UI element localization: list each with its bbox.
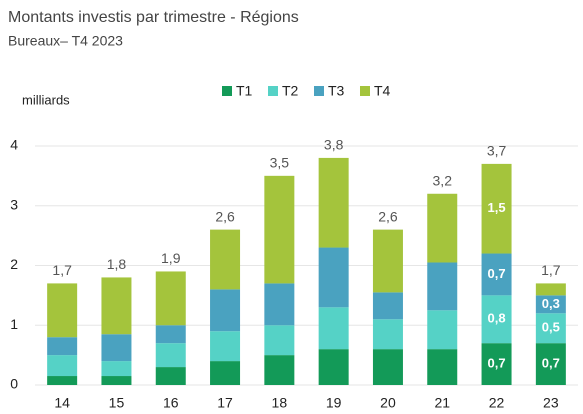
bar-segment	[481, 163, 512, 254]
total-label: 1,8	[107, 256, 127, 272]
y-tick-label: 0	[10, 376, 18, 392]
total-label: 3,8	[324, 137, 344, 153]
total-label: 3,7	[487, 143, 507, 159]
x-tick-label: 16	[163, 395, 179, 411]
bar-segment	[372, 229, 403, 293]
bar-segment	[264, 283, 295, 326]
bar-segment	[535, 313, 566, 344]
bar-segment	[101, 376, 132, 385]
x-tick-label: 14	[54, 395, 70, 411]
total-label: 3,2	[433, 172, 453, 188]
bar-segment	[264, 175, 295, 284]
bar-segment	[264, 325, 295, 356]
bar-segment	[264, 355, 295, 385]
x-tick-label: 19	[326, 395, 342, 411]
bar-segment	[210, 289, 241, 332]
bar-segment	[372, 292, 403, 320]
x-tick-label: 20	[380, 395, 396, 411]
bar-segment	[535, 295, 566, 314]
bar-segment	[101, 277, 132, 335]
bar-segment	[210, 229, 241, 290]
bar-segment	[318, 307, 349, 350]
bar-segment	[372, 349, 403, 385]
bar-segment	[427, 349, 458, 385]
bar-segment	[47, 283, 78, 338]
y-tick-label: 1	[10, 316, 18, 332]
bar-segment	[155, 325, 186, 344]
x-tick-label: 17	[217, 395, 233, 411]
x-tick-label: 15	[109, 395, 125, 411]
x-tick-label: 22	[489, 395, 505, 411]
legend-swatch	[222, 86, 232, 96]
x-tick-label: 23	[543, 395, 559, 411]
bar-segment	[47, 376, 78, 385]
total-label: 1,7	[541, 262, 561, 278]
y-tick-label: 3	[10, 196, 18, 212]
bar-segment	[101, 361, 132, 377]
y-tick-label: 2	[10, 256, 18, 272]
bar-segment	[481, 295, 512, 344]
bar-segment	[318, 247, 349, 308]
total-label: 3,5	[270, 155, 290, 171]
chart-subtitle: Bureaux– T4 2023	[8, 33, 123, 49]
bar-segment	[210, 331, 241, 362]
bar-segment	[155, 271, 186, 326]
bar-segment	[101, 334, 132, 362]
segment-label: 0,5	[542, 320, 560, 335]
bar-segment	[481, 253, 512, 296]
bar-segment	[535, 283, 566, 296]
total-label: 2,6	[378, 208, 398, 224]
legend-label: T3	[328, 83, 345, 99]
legend-swatch	[360, 86, 370, 96]
bar-segment	[210, 361, 241, 385]
bar-segment	[427, 262, 458, 311]
segment-label: 0,7	[488, 266, 506, 281]
segment-label: 0,8	[488, 311, 506, 326]
legend-label: T1	[236, 83, 253, 99]
chart-title: Montants investis par trimestre - Région…	[8, 9, 299, 26]
total-label: 1,7	[52, 262, 72, 278]
bar-segment	[427, 310, 458, 350]
x-tick-label: 18	[272, 395, 288, 411]
segment-label: 0,3	[542, 296, 560, 311]
segment-label: 0,7	[488, 356, 506, 371]
y-axis-label: milliards	[22, 92, 70, 107]
x-tick-label: 21	[434, 395, 450, 411]
legend-swatch	[268, 86, 278, 96]
legend-label: T2	[282, 83, 299, 99]
bar-segment	[318, 157, 349, 248]
bar-segment	[427, 193, 458, 263]
bar-segment	[47, 337, 78, 356]
bar-segment	[47, 355, 78, 377]
legend-swatch	[314, 86, 324, 96]
bar-segment	[481, 343, 512, 385]
bar-segment	[155, 343, 186, 368]
bar-segment	[535, 343, 566, 385]
bar-segment	[155, 367, 186, 385]
bar-segment	[372, 319, 403, 350]
total-label: 2,6	[215, 208, 235, 224]
segment-label: 0,7	[542, 356, 560, 371]
legend-label: T4	[374, 83, 391, 99]
bar-segment	[318, 349, 349, 385]
total-label: 1,9	[161, 250, 181, 266]
segment-label: 1,5	[488, 200, 506, 215]
y-tick-label: 4	[10, 137, 18, 153]
